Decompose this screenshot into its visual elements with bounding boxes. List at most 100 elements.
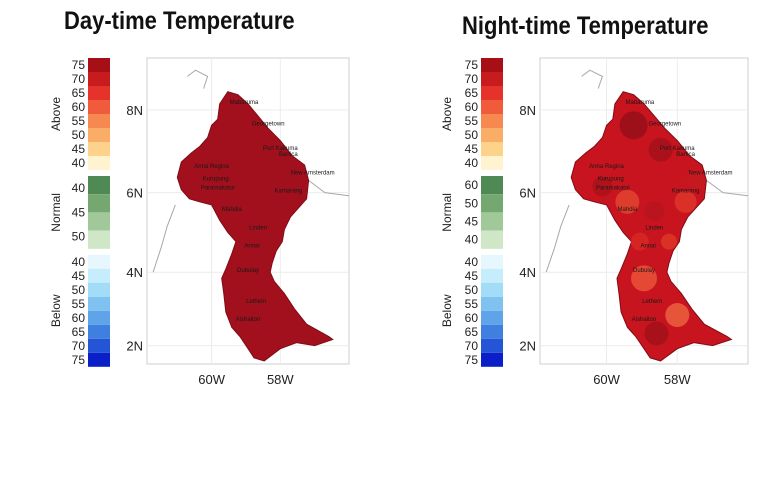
latitude-tick: 6N <box>519 186 536 201</box>
legend-below-swatch <box>481 338 503 353</box>
legend-below-label: Below <box>440 294 454 327</box>
legend-below-tick: 70 <box>465 339 479 353</box>
place-label: New Amsterdam <box>291 170 335 176</box>
latitude-tick: 4N <box>519 265 536 280</box>
place-label: Mahdia <box>222 207 242 213</box>
place-label: Port Kaituma <box>263 146 298 152</box>
place-label: Anna Regina <box>589 164 624 170</box>
legend-above-tick: 65 <box>465 86 479 100</box>
legend-below-swatch <box>481 352 503 367</box>
temperature-patch <box>648 137 673 162</box>
longitude-tick: 58W <box>267 372 294 387</box>
longitude-tick: 60W <box>593 372 620 387</box>
legend-below-tick: 40 <box>465 255 479 269</box>
legend-normal-swatch <box>481 176 503 195</box>
legend-below-swatch <box>481 282 503 297</box>
legend-above-tick: 60 <box>72 100 86 114</box>
place-label: Mabaruma <box>230 100 259 106</box>
night-panel-title: Night-time Temperature <box>462 12 709 40</box>
legend-normal-swatch <box>481 194 503 213</box>
place-label: Georgetown <box>648 121 681 127</box>
legend-above-swatch <box>88 156 110 170</box>
guyana-region <box>570 91 733 362</box>
place-label: Georgetown <box>252 121 285 127</box>
night-temperature-panel: Night-time Temperature 75 70 65 60 55 50 45 40 6… <box>435 0 768 400</box>
latitude-tick: 6N <box>126 186 143 201</box>
legend-normal-tick: 40 <box>72 181 86 195</box>
legend-above-tick: 60 <box>465 100 479 114</box>
place-label: New Amsterdam <box>689 170 733 176</box>
legend-below-tick: 50 <box>465 283 479 297</box>
legend-above-swatch <box>481 128 503 142</box>
legend-above-swatch <box>88 128 110 142</box>
legend-below-tick: 75 <box>72 353 86 367</box>
legend-below-swatch <box>481 296 503 311</box>
place-label: Lethem <box>246 299 266 305</box>
legend-below-swatch <box>481 310 503 325</box>
legend-above-tick: 75 <box>465 58 479 72</box>
neighbor-border <box>706 179 749 197</box>
legend-normal-label: Normal <box>50 193 63 232</box>
legend-above-tick: 55 <box>72 114 86 128</box>
legend-above-swatch <box>481 142 503 156</box>
legend-above-tick: 40 <box>465 156 479 170</box>
legend-above-swatch <box>88 100 110 114</box>
longitude-tick: 58W <box>664 372 691 387</box>
legend-above-swatch <box>481 114 503 128</box>
place-label: Linden <box>645 225 663 231</box>
legend-above-swatch <box>88 142 110 156</box>
latitude-tick: 4N <box>126 265 143 280</box>
latitude-tick: 2N <box>126 339 143 354</box>
legend-above-tick: 45 <box>465 142 479 156</box>
legend-below-swatch <box>481 324 503 339</box>
place-label: Aishalton <box>632 317 657 323</box>
legend-above-label: Above <box>440 97 454 131</box>
legend-below-tick: 50 <box>72 283 86 297</box>
neighbor-border <box>581 69 604 89</box>
legend-below-swatch <box>481 268 503 283</box>
legend-below-label: Below <box>50 294 63 327</box>
legend-below-swatch <box>88 352 110 367</box>
legend-below-swatch <box>481 254 503 269</box>
place-label: Dubulay <box>633 268 655 274</box>
legend-above-swatch <box>481 100 503 114</box>
place-label: Aishalton <box>236 317 261 323</box>
latitude-tick: 8N <box>519 103 536 118</box>
place-label: Kurupung <box>598 176 624 182</box>
place-label: Dubulay <box>237 268 259 274</box>
place-label: Kamarang <box>275 189 303 195</box>
legend-above-tick: 50 <box>465 128 479 142</box>
place-label: Paramakatoi <box>201 186 235 192</box>
place-label: Annai <box>640 244 655 250</box>
legend-below-tick: 55 <box>465 297 479 311</box>
legend-below-swatch <box>88 282 110 297</box>
legend-above-tick: 40 <box>72 156 86 170</box>
neighbor-border <box>308 180 350 197</box>
place-label: Mabaruma <box>625 100 654 106</box>
legend-above-tick: 70 <box>72 72 86 86</box>
legend-below-swatch <box>88 324 110 339</box>
day-temperature-panel: Day-time Temperature 75 70 65 60 55 50 45 40 40 4… <box>49 0 370 400</box>
temperature-patch <box>630 232 649 251</box>
place-label: Bartica <box>676 152 695 158</box>
legend-above-swatch <box>88 114 110 128</box>
legend-normal-swatch <box>88 176 110 195</box>
legend-below-tick: 60 <box>465 311 479 325</box>
place-label: Lethem <box>642 299 662 305</box>
legend-above-tick: 45 <box>72 142 86 156</box>
legend-below-tick: 65 <box>72 325 86 339</box>
day-panel-title: Day-time Temperature <box>64 7 295 35</box>
temperature-patch <box>674 190 697 213</box>
place-label: Anna Regina <box>194 164 229 170</box>
place-label: Kurupung <box>203 176 229 182</box>
legend-below-tick: 75 <box>465 353 479 367</box>
place-label: Linden <box>249 225 267 231</box>
day-temperature-map: 75706560555045404045504045505560657075Ab… <box>49 57 350 387</box>
latitude-tick: 8N <box>126 103 143 118</box>
legend-below-tick: 45 <box>465 269 479 283</box>
legend-below-tick: 40 <box>72 255 86 269</box>
legend-above-tick: 65 <box>72 86 86 100</box>
temperature-patch <box>665 303 690 328</box>
guyana-region <box>176 91 334 362</box>
legend-above-label: Above <box>50 97 63 131</box>
